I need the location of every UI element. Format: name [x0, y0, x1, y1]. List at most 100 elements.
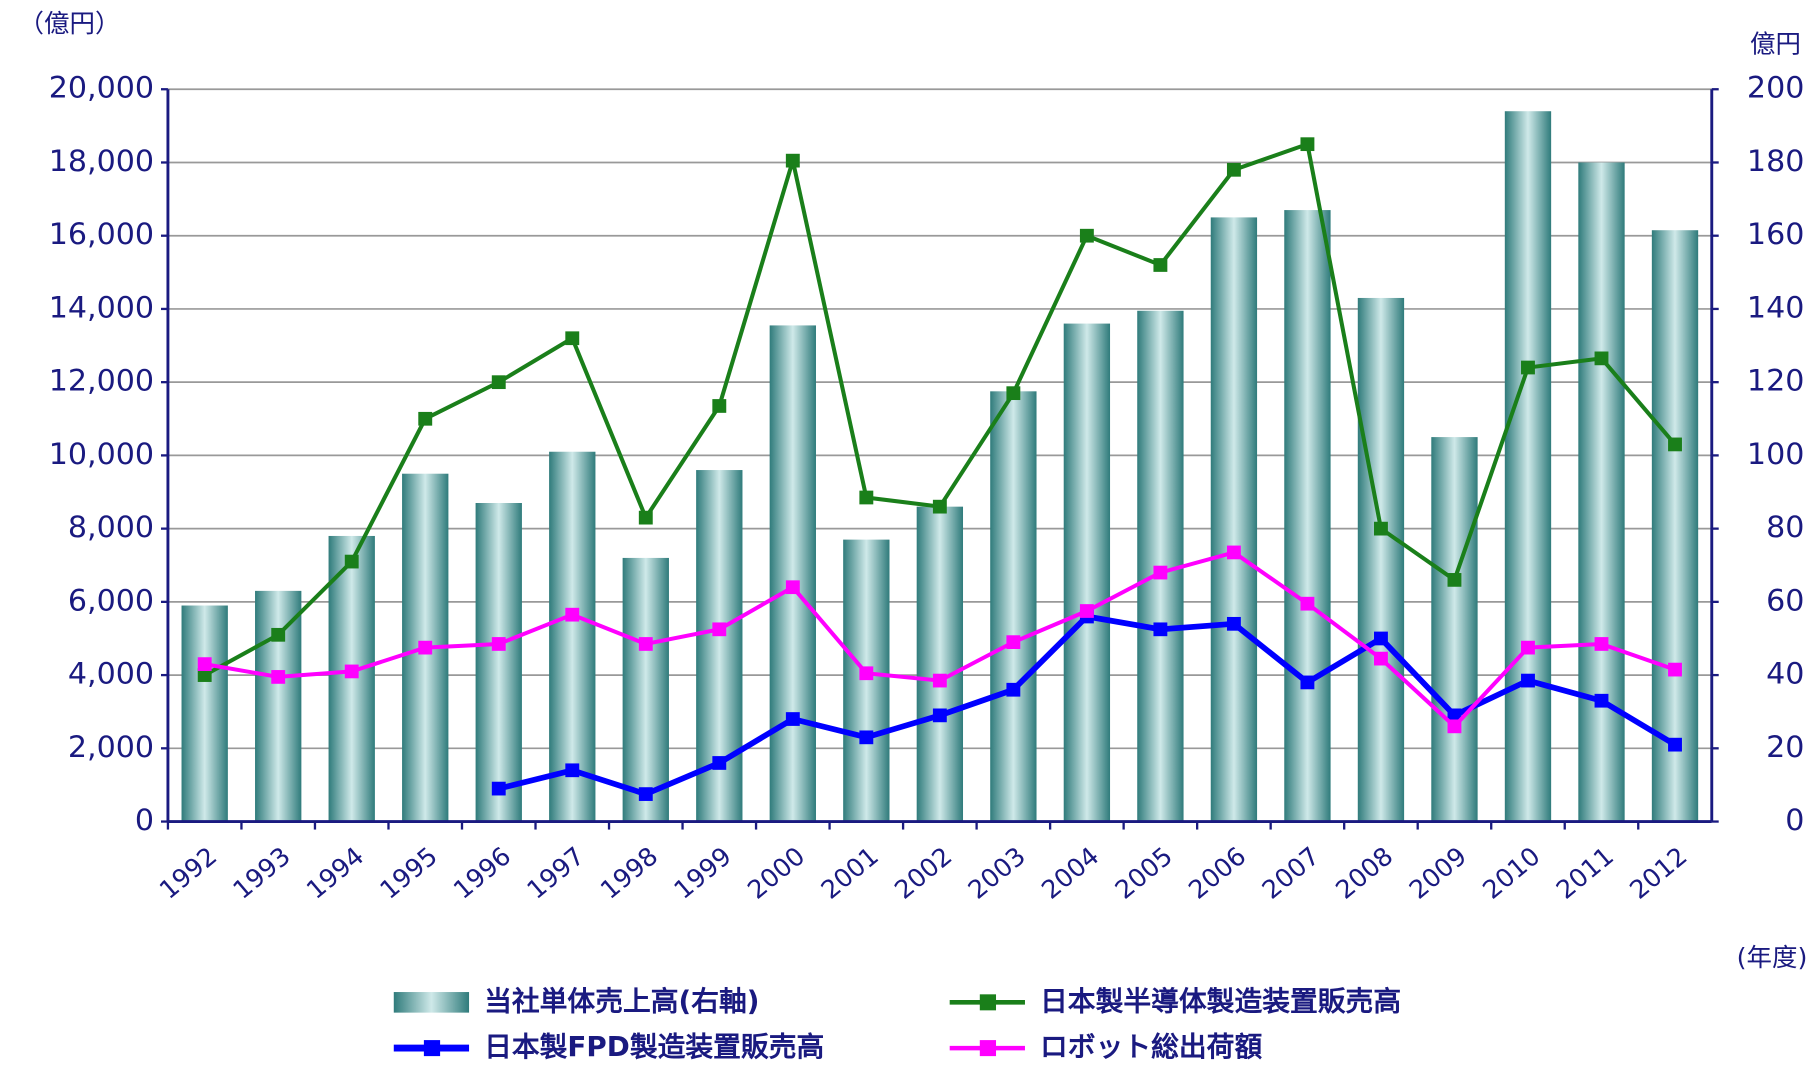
y-tick-label: 6,000	[68, 583, 154, 618]
x-tick-label: 1999	[668, 841, 737, 905]
marker	[1226, 616, 1241, 631]
x-tick-label: 2012	[1624, 841, 1693, 905]
x-tick-label: 1997	[521, 841, 590, 905]
marker	[1447, 573, 1462, 587]
marker	[565, 607, 580, 622]
marker	[859, 490, 874, 505]
marker	[1594, 637, 1609, 651]
y2-tick-label: 80	[1766, 510, 1804, 545]
marker	[418, 411, 433, 426]
marker	[1447, 708, 1462, 723]
y2-tick-label: 60	[1766, 583, 1804, 618]
marker	[1300, 137, 1315, 152]
marker	[712, 756, 727, 770]
marker	[1594, 693, 1609, 708]
legend-label: 日本製FPD製造装置販売高	[484, 1030, 824, 1063]
marker	[932, 708, 947, 723]
bar	[1431, 437, 1478, 822]
marker	[271, 627, 286, 642]
x-tick-label: 2002	[888, 841, 957, 905]
x-tick-label: 1995	[374, 841, 443, 905]
x-tick-label: 1994	[300, 841, 369, 905]
x-tick-label: 2004	[1036, 841, 1105, 905]
y2-tick-label: 100	[1747, 437, 1804, 472]
marker	[1373, 521, 1388, 536]
marker	[1006, 635, 1021, 650]
marker	[1521, 640, 1535, 655]
x-tick-label: 2008	[1330, 841, 1399, 905]
x-tick-label: 2007	[1256, 841, 1325, 905]
y-tick-label: 12,000	[49, 364, 154, 399]
x-tick-label: 1996	[447, 841, 516, 905]
x-tick-label: 2011	[1550, 841, 1619, 905]
marker	[1079, 228, 1094, 243]
y2-tick-label: 120	[1747, 364, 1804, 399]
x-unit: (年度)	[1737, 942, 1808, 972]
marker	[1521, 673, 1535, 688]
bar	[843, 539, 890, 822]
marker	[1300, 675, 1315, 690]
marker	[1153, 622, 1168, 637]
marker	[565, 763, 580, 778]
legend-marker	[979, 994, 997, 1011]
y-tick-label: 14,000	[49, 291, 154, 326]
legend-swatch	[393, 992, 470, 1013]
marker	[344, 554, 359, 569]
y-tick-label: 8,000	[68, 510, 154, 545]
legend-marker	[423, 1040, 441, 1057]
bar	[769, 325, 816, 822]
x-tick-label: 1993	[227, 841, 296, 905]
y-tick-label: 16,000	[49, 217, 154, 252]
marker	[1373, 651, 1388, 666]
y-tick-label: 2,000	[68, 730, 154, 765]
x-tick-label: 2009	[1403, 841, 1472, 905]
x-tick-label: 2000	[741, 841, 810, 905]
marker	[418, 640, 433, 655]
marker	[565, 331, 580, 346]
marker	[638, 637, 653, 651]
marker	[1006, 682, 1021, 697]
marker	[712, 399, 727, 413]
marker	[491, 375, 506, 390]
legend-label: 当社単体売上高(右軸)	[484, 984, 759, 1017]
marker	[271, 670, 286, 684]
bar	[1578, 162, 1625, 822]
x-tick-label: 2005	[1109, 841, 1178, 905]
marker	[785, 712, 800, 726]
marker	[1594, 351, 1609, 366]
y-tick-label: 18,000	[49, 144, 154, 179]
y2-tick-label: 40	[1766, 657, 1804, 692]
legend-label: 日本製半導体製造装置販売高	[1040, 984, 1401, 1017]
marker	[1668, 662, 1682, 677]
marker	[1373, 631, 1388, 646]
marker	[344, 664, 359, 679]
bar	[1284, 210, 1331, 822]
y2-unit: 億円	[1750, 29, 1801, 59]
bar	[549, 451, 596, 822]
legend-label: ロボット総出荷額	[1040, 1030, 1263, 1063]
marker	[1226, 545, 1241, 560]
x-tick-label: 2001	[815, 841, 884, 905]
marker	[932, 673, 947, 688]
bar	[1504, 111, 1552, 822]
y-tick-label: 0	[135, 803, 154, 838]
marker	[1226, 162, 1241, 177]
marker	[712, 622, 727, 637]
bar	[475, 502, 522, 822]
bar	[255, 590, 302, 822]
marker	[638, 510, 653, 525]
y-tick-label: 4,000	[68, 657, 154, 692]
y2-tick-label: 160	[1747, 217, 1804, 252]
marker	[785, 153, 800, 168]
marker	[932, 499, 947, 514]
x-tick-label: 2006	[1183, 841, 1252, 905]
y2-tick-label: 20	[1766, 730, 1804, 765]
marker	[785, 580, 800, 595]
marker	[1079, 604, 1094, 618]
y-tick-label: 20,000	[49, 71, 154, 106]
x-tick-label: 1992	[153, 841, 222, 905]
marker	[1300, 596, 1315, 611]
marker	[1668, 737, 1682, 752]
